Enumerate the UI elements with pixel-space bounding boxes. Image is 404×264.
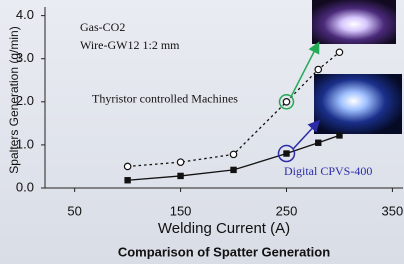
marker bbox=[177, 159, 183, 165]
y-tick-label: 1.0 bbox=[16, 136, 34, 151]
y-tick-label: 0.0 bbox=[16, 179, 34, 194]
chart-title: Comparison of Spatter Generation bbox=[118, 244, 330, 259]
marker bbox=[283, 150, 289, 156]
marker bbox=[177, 173, 183, 179]
x-tick-label: 150 bbox=[170, 203, 192, 218]
annotation: Wire-GW12 1:2 mm bbox=[80, 38, 180, 52]
y-tick-label: 4.0 bbox=[16, 7, 34, 22]
y-tick-label: 2.0 bbox=[16, 93, 34, 108]
marker bbox=[124, 177, 130, 183]
marker bbox=[283, 99, 289, 105]
marker bbox=[230, 151, 236, 157]
photo-thyristor bbox=[312, 0, 396, 44]
x-tick-label: 350 bbox=[382, 203, 404, 218]
series-label: Thyristor controlled Machines bbox=[92, 92, 238, 106]
marker bbox=[230, 167, 236, 173]
y-tick-label: 3.0 bbox=[16, 50, 34, 65]
x-axis-label: Welding Current (A) bbox=[158, 220, 290, 237]
annotation: Gas-CO2 bbox=[80, 20, 125, 34]
series-label: Digital CPVS-400 bbox=[284, 164, 372, 178]
chart: Spalters Generation (g/min) Welding Curr… bbox=[0, 0, 404, 264]
marker bbox=[315, 66, 321, 72]
marker bbox=[336, 132, 342, 138]
photo-digital bbox=[314, 74, 402, 134]
x-tick-label: 50 bbox=[67, 203, 81, 218]
x-tick-label: 250 bbox=[276, 203, 298, 218]
marker bbox=[124, 163, 130, 169]
marker bbox=[336, 49, 342, 55]
marker bbox=[315, 140, 321, 146]
